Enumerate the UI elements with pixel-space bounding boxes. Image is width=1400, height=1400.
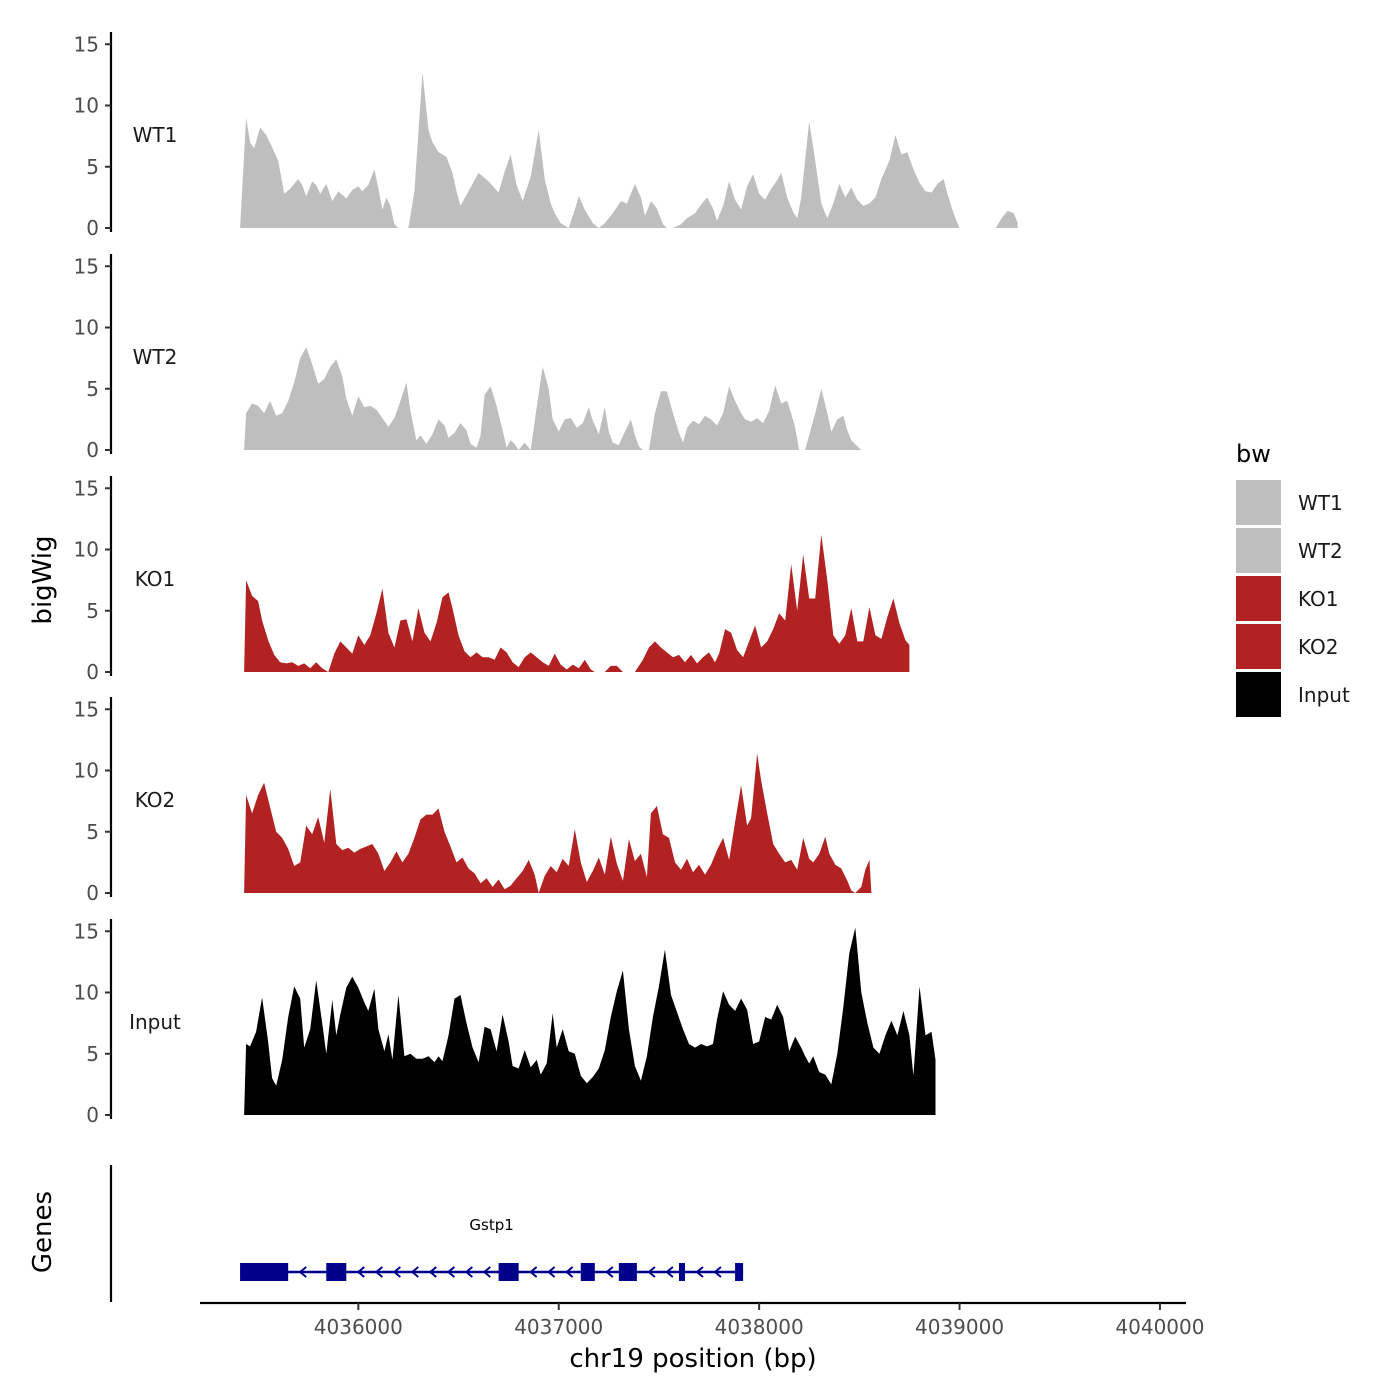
legend-key-ko2 xyxy=(1236,624,1281,669)
legend-label: WT1 xyxy=(1298,491,1343,515)
y-tick-label: 0 xyxy=(86,438,99,462)
gene-track: Gstp1 xyxy=(240,1216,744,1281)
legend-key-wt2 xyxy=(1236,528,1281,573)
signal-area xyxy=(634,534,910,672)
y-tick-label: 0 xyxy=(86,216,99,240)
track-panel-input: 0 5 10 15 Input xyxy=(74,919,936,1127)
y-tick-label: 5 xyxy=(86,155,99,179)
y-tick-label: 15 xyxy=(74,697,99,721)
strand-arrow-icon xyxy=(605,1266,614,1278)
track-label: WT2 xyxy=(133,345,178,369)
legend-key-wt1 xyxy=(1236,480,1281,525)
y-tick-label: 15 xyxy=(74,476,99,500)
signal-area xyxy=(244,753,872,893)
x-tick-label: 4039000 xyxy=(915,1315,1004,1339)
x-tick-label: 4040000 xyxy=(1115,1315,1204,1339)
x-axis: 4036000 4037000 4038000 4039000 4040000 xyxy=(200,1301,1204,1339)
track-panel-ko1: 0 5 10 15 KO1 xyxy=(74,476,910,684)
y-tick-label: 15 xyxy=(74,254,99,278)
exon xyxy=(678,1263,685,1281)
y-tick-label: 10 xyxy=(74,981,99,1005)
strand-arrow-icon xyxy=(565,1266,574,1278)
y-tick-label: 10 xyxy=(74,759,99,783)
track-label: Input xyxy=(129,1010,181,1034)
legend-key-input xyxy=(1236,672,1281,717)
x-axis-title: chr19 position (bp) xyxy=(569,1344,816,1374)
exon xyxy=(498,1263,519,1281)
y-tick-label: 5 xyxy=(86,599,99,623)
signal-area xyxy=(244,580,595,672)
strand-arrow-icon xyxy=(695,1266,704,1278)
strand-arrow-icon xyxy=(374,1266,383,1278)
y-tick-label: 10 xyxy=(74,538,99,562)
y-tick-label: 5 xyxy=(86,377,99,401)
y-tick-label: 10 xyxy=(74,94,99,118)
legend-label: Input xyxy=(1298,683,1350,707)
signal-area xyxy=(240,72,1018,229)
strand-arrow-icon xyxy=(665,1266,674,1278)
exon xyxy=(735,1263,744,1281)
strand-arrow-icon xyxy=(529,1266,538,1278)
y-tick-label: 5 xyxy=(86,1042,99,1066)
strand-arrow-icon xyxy=(464,1266,473,1278)
strand-arrow-icon xyxy=(446,1266,455,1278)
y-axis-title: bigWig xyxy=(28,535,58,624)
y-tick-label: 15 xyxy=(74,32,99,56)
signal-area xyxy=(244,927,936,1115)
legend-key-ko1 xyxy=(1236,576,1281,621)
legend-label: WT2 xyxy=(1298,539,1343,563)
y-tick-label: 10 xyxy=(74,316,99,340)
track-label: WT1 xyxy=(133,123,178,147)
strand-arrow-icon xyxy=(713,1266,722,1278)
track-panel-wt1: 0 5 10 15 WT1 xyxy=(74,32,1018,240)
strand-arrow-icon xyxy=(428,1266,437,1278)
strand-arrow-icon xyxy=(647,1266,656,1278)
strand-arrow-icon xyxy=(392,1266,401,1278)
x-tick-label: 4038000 xyxy=(715,1315,804,1339)
legend-label: KO1 xyxy=(1298,587,1339,611)
y-tick-label: 0 xyxy=(86,660,99,684)
exon xyxy=(326,1263,347,1281)
x-tick-label: 4036000 xyxy=(314,1315,403,1339)
exon xyxy=(580,1263,595,1281)
tracks-layer: 0 5 10 15 WT1 0 5 10 15 WT2 0 5 10 15 KO1 0 5 10 15 KO2 0 5 10… xyxy=(74,32,1018,1127)
y-tick-label: 0 xyxy=(86,881,99,905)
y-tick-label: 15 xyxy=(74,919,99,943)
track-label: KO2 xyxy=(135,788,176,812)
legend-title: bw xyxy=(1236,440,1271,468)
legend: bw WT1 WT2 KO1 KO2 Input xyxy=(1236,440,1350,717)
track-panel-wt2: 0 5 10 15 WT2 xyxy=(74,254,862,462)
strand-arrow-icon xyxy=(482,1266,491,1278)
track-panel-ko2: 0 5 10 15 KO2 xyxy=(74,697,872,905)
legend-label: KO2 xyxy=(1298,635,1339,659)
x-tick-label: 4037000 xyxy=(514,1315,603,1339)
gene-label: Gstp1 xyxy=(469,1216,513,1234)
y-tick-label: 5 xyxy=(86,820,99,844)
y-tick-label: 0 xyxy=(86,1103,99,1127)
genes-panel-title: Genes xyxy=(28,1191,58,1273)
exon xyxy=(618,1263,637,1281)
exon xyxy=(240,1263,289,1281)
strand-arrow-icon xyxy=(298,1266,307,1278)
track-label: KO1 xyxy=(135,567,176,591)
strand-arrow-icon xyxy=(356,1266,365,1278)
signal-area xyxy=(244,347,862,450)
strand-arrow-icon xyxy=(410,1266,419,1278)
signal-area xyxy=(604,665,623,672)
strand-arrow-icon xyxy=(547,1266,556,1278)
